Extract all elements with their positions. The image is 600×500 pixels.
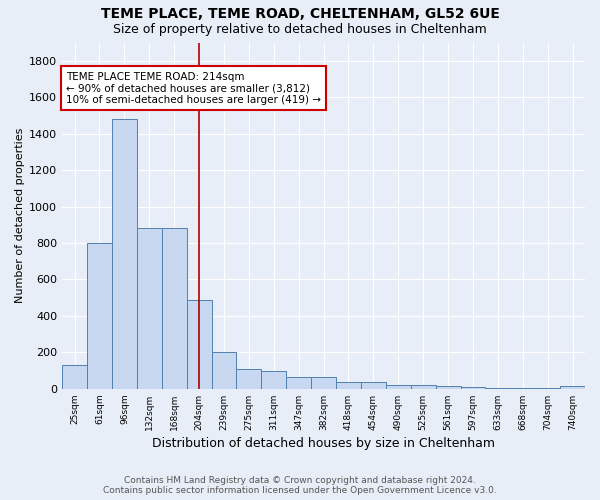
Text: TEME PLACE TEME ROAD: 214sqm
← 90% of detached houses are smaller (3,812)
10% of: TEME PLACE TEME ROAD: 214sqm ← 90% of de… xyxy=(66,72,321,105)
Bar xyxy=(62,365,87,389)
Bar xyxy=(311,377,336,389)
Bar xyxy=(511,388,535,389)
Bar xyxy=(286,377,311,389)
Bar xyxy=(187,300,212,389)
Bar xyxy=(336,382,361,389)
Bar xyxy=(236,369,262,389)
Text: Contains HM Land Registry data © Crown copyright and database right 2024.
Contai: Contains HM Land Registry data © Crown c… xyxy=(103,476,497,495)
Bar xyxy=(212,352,236,389)
Bar xyxy=(411,385,436,389)
Bar xyxy=(87,243,112,389)
Bar xyxy=(361,382,386,389)
X-axis label: Distribution of detached houses by size in Cheltenham: Distribution of detached houses by size … xyxy=(152,437,495,450)
Bar xyxy=(112,119,137,389)
Bar xyxy=(262,370,286,389)
Text: TEME PLACE, TEME ROAD, CHELTENHAM, GL52 6UE: TEME PLACE, TEME ROAD, CHELTENHAM, GL52 … xyxy=(101,8,499,22)
Bar xyxy=(162,228,187,389)
Bar xyxy=(560,386,585,389)
Y-axis label: Number of detached properties: Number of detached properties xyxy=(15,128,25,304)
Bar xyxy=(436,386,461,389)
Text: Size of property relative to detached houses in Cheltenham: Size of property relative to detached ho… xyxy=(113,22,487,36)
Bar xyxy=(535,388,560,389)
Bar xyxy=(461,387,485,389)
Bar xyxy=(386,385,411,389)
Bar xyxy=(137,228,162,389)
Bar xyxy=(485,388,511,389)
